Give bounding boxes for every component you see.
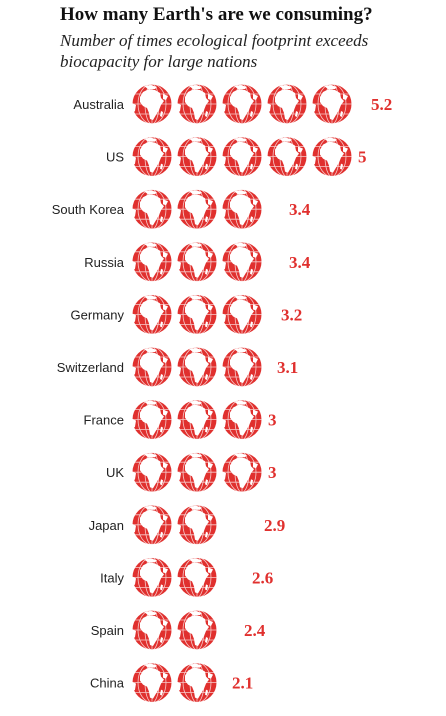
row-china: China 2.1	[90, 662, 253, 704]
value-label: 2.4	[244, 621, 266, 640]
globe-icon	[221, 399, 263, 441]
globe-icon	[131, 83, 173, 125]
value-label: 3.1	[277, 358, 298, 377]
globe-icon	[176, 293, 218, 335]
globe-icon	[131, 346, 173, 388]
globe-icon	[131, 662, 173, 704]
globe-icon	[176, 662, 218, 704]
globe-icon	[131, 556, 173, 598]
row-uk: UK 3	[106, 451, 277, 493]
value-label: 2.1	[232, 674, 253, 693]
row-germany: Germany 3.2	[71, 293, 302, 335]
globe-icon	[176, 83, 218, 125]
globe-icon	[266, 136, 308, 178]
globe-icon	[131, 293, 173, 335]
value-label: 3	[268, 463, 277, 482]
globe-icon	[176, 136, 218, 178]
row-australia: Australia 5.2	[73, 83, 392, 125]
value-label: 3.4	[289, 253, 311, 272]
row-france: France 3	[84, 399, 277, 441]
globe-icon	[311, 83, 353, 125]
value-label: 3	[268, 411, 277, 430]
value-label: 5	[358, 148, 367, 167]
globe-icon	[221, 136, 263, 178]
globe-icon	[131, 504, 173, 546]
row-spain: Spain 2.4	[91, 609, 266, 651]
category-label: US	[106, 150, 124, 165]
globe-icon	[311, 136, 353, 178]
globe-icon	[176, 241, 218, 283]
value-label: 3.4	[289, 200, 311, 219]
category-label: Germany	[71, 307, 125, 322]
globe-icon	[131, 241, 173, 283]
globe-icon	[131, 136, 173, 178]
value-label: 2.9	[264, 516, 285, 535]
row-italy: Italy 2.6	[100, 556, 273, 598]
category-label: Australia	[73, 97, 124, 112]
globe-icon	[221, 346, 263, 388]
globe-icon	[176, 556, 218, 598]
globe-icon	[176, 609, 218, 651]
globe-icon	[131, 188, 173, 230]
value-label: 3.2	[281, 305, 302, 324]
chart-subtitle: Number of times ecological footprint exc…	[60, 31, 369, 71]
globe-icon	[176, 346, 218, 388]
row-us: US 5	[106, 136, 367, 178]
category-label: China	[90, 676, 125, 691]
category-label: South Korea	[52, 202, 125, 217]
globe-icon	[221, 188, 263, 230]
row-switzerland: Switzerland 3.1	[57, 346, 298, 388]
globe-icon	[131, 399, 173, 441]
category-label: Russia	[84, 255, 125, 270]
value-label: 2.6	[252, 568, 273, 587]
partial-globe-icon	[221, 504, 259, 546]
globe-icon	[176, 504, 218, 546]
globe-icon	[176, 451, 218, 493]
category-label: Spain	[91, 623, 124, 638]
category-label: UK	[106, 465, 124, 480]
chart-title: How many Earth's are we consuming?	[60, 4, 373, 25]
category-label: Italy	[100, 570, 124, 585]
category-label: Switzerland	[57, 360, 124, 375]
globe-icon	[131, 451, 173, 493]
row-russia: Russia 3.4	[84, 241, 311, 283]
globe-icon	[266, 83, 308, 125]
row-south-korea: South Korea 3.4	[52, 188, 311, 230]
row-japan: Japan 2.9	[89, 504, 285, 546]
value-label: 5.2	[371, 95, 392, 114]
category-label: France	[84, 413, 124, 428]
globe-icon	[221, 83, 263, 125]
globe-icon	[176, 188, 218, 230]
globe-icon	[221, 451, 263, 493]
globe-icon	[176, 399, 218, 441]
globe-icon	[221, 241, 263, 283]
globe-icon	[221, 293, 263, 335]
category-label: Japan	[89, 518, 124, 533]
globe-icon	[131, 609, 173, 651]
